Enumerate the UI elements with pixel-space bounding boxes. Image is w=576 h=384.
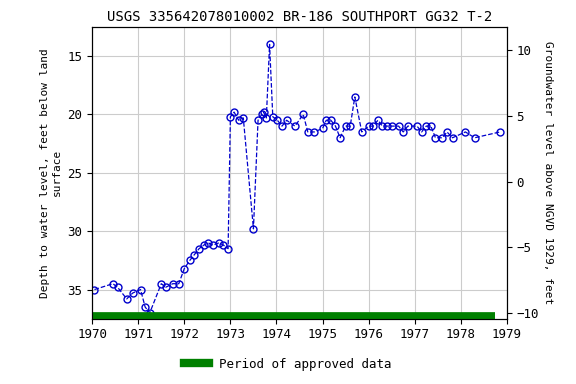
Legend: Period of approved data: Period of approved data <box>179 353 397 376</box>
Title: USGS 335642078010002 BR-186 SOUTHPORT GG32 T-2: USGS 335642078010002 BR-186 SOUTHPORT GG… <box>107 10 492 24</box>
Y-axis label: Groundwater level above NGVD 1929, feet: Groundwater level above NGVD 1929, feet <box>543 41 553 305</box>
Y-axis label: Depth to water level, feet below land
surface: Depth to water level, feet below land su… <box>40 48 62 298</box>
